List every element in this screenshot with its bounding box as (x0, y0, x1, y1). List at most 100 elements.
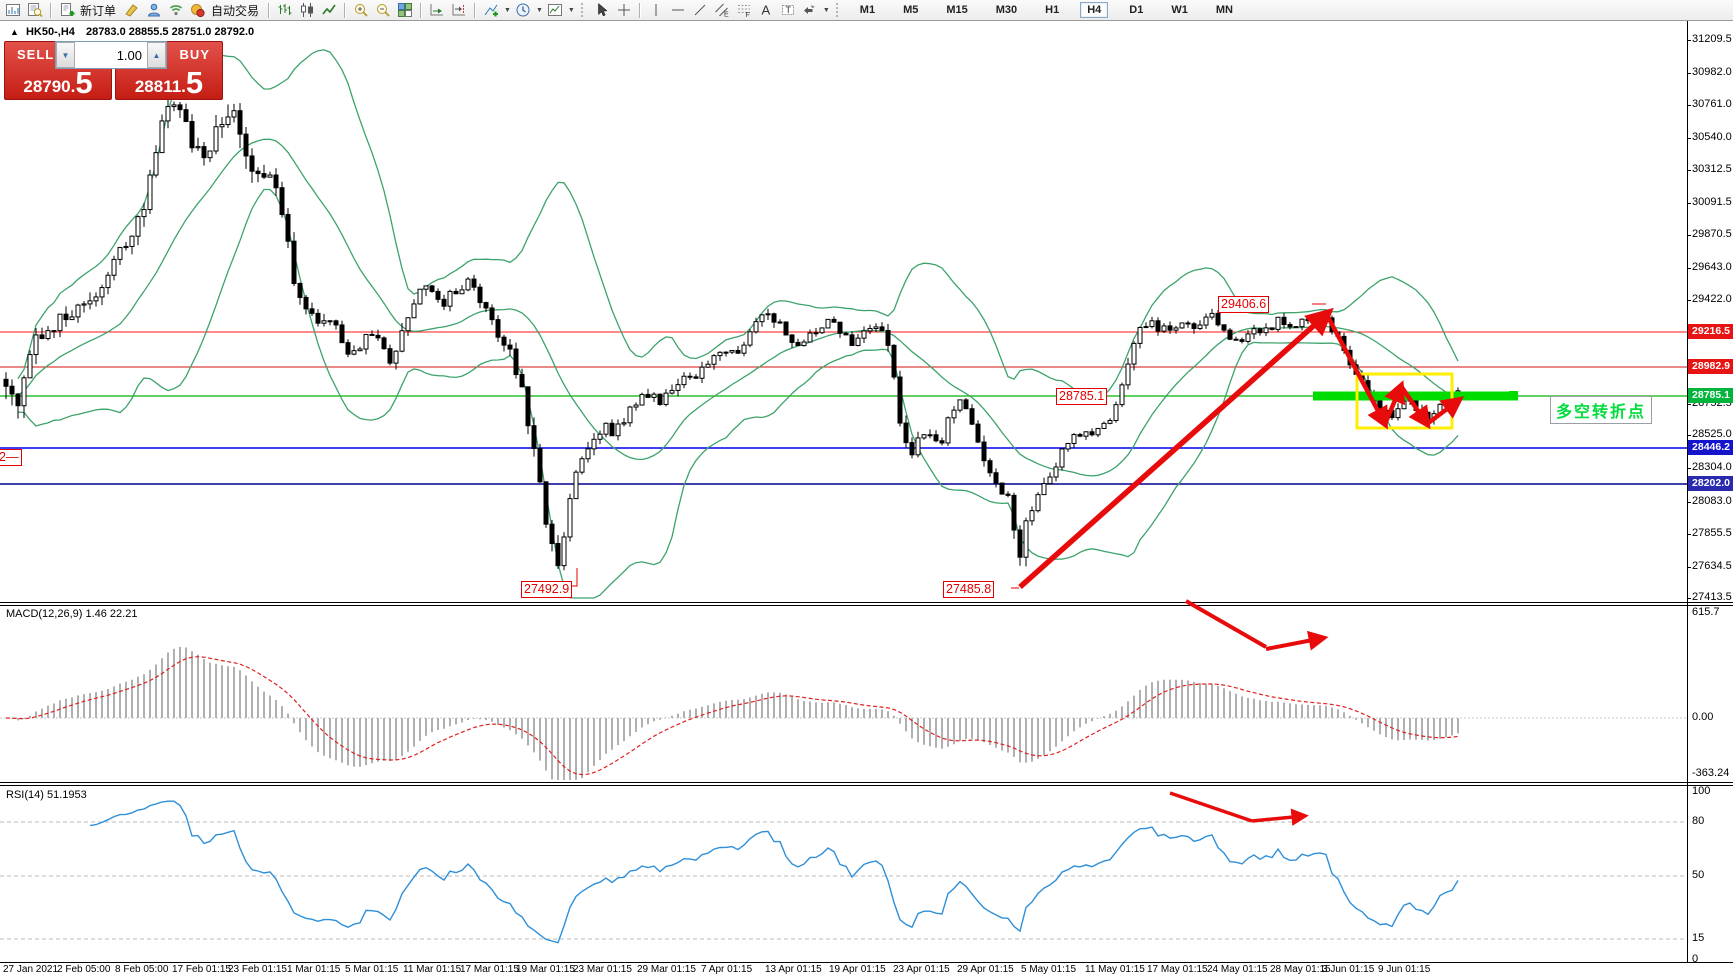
ohlc-values: 28783.0 28855.5 28751.0 28792.0 (85, 26, 255, 38)
time-axis-label: 1 Mar 01:15 (287, 964, 341, 975)
new-order-label[interactable]: 新订单 (80, 3, 117, 18)
rsi-separator-bottom[interactable] (0, 785, 1733, 786)
buy-label: BUY (179, 47, 210, 62)
axis-tick-mark (1687, 598, 1691, 599)
time-axis-label: 17 May 01:15 (1147, 964, 1208, 975)
price-annotation-label[interactable]: 28785.1 (1056, 388, 1108, 405)
axis-label: -363.24 (1692, 767, 1730, 779)
candlestick-icon (301, 3, 314, 17)
new-order-button[interactable] (57, 1, 77, 19)
toolbar-grip[interactable] (580, 3, 586, 17)
timeframe-m1-button[interactable]: M1 (859, 4, 876, 16)
styler-button[interactable] (122, 1, 142, 19)
axis-label: 30982.0 (1692, 66, 1732, 78)
fibonacci-button[interactable]: F (734, 1, 754, 19)
svg-text:T: T (785, 5, 791, 15)
trendline-icon (694, 4, 706, 16)
volume-decrease-button[interactable]: ▼ (56, 42, 75, 68)
bar-chart-icon (278, 4, 292, 15)
price-annotation-label[interactable]: 29406.6 (1218, 296, 1270, 313)
zoom-in-icon (355, 4, 368, 17)
candlestick-button[interactable] (297, 1, 317, 19)
volume-spinner: ▼ 1.00 ▲ (55, 41, 167, 69)
new-order-icon (61, 3, 75, 16)
timeframe-m15-button[interactable]: M15 (946, 4, 968, 16)
timeframe-mn-button[interactable]: MN (1215, 4, 1233, 16)
price-annotation-label[interactable]: 27485.8 (943, 581, 995, 598)
dropdown-caret-icon[interactable]: ▼ (822, 6, 830, 14)
zoom-in-button[interactable] (351, 1, 371, 19)
axis-tick-mark (1687, 435, 1691, 436)
crosshair-button[interactable] (614, 1, 634, 19)
text-label-button[interactable]: T (778, 1, 798, 19)
price-annotation-label[interactable]: 2— (0, 449, 22, 466)
macd-separator-top[interactable] (0, 602, 1733, 603)
axis-label: 28083.0 (1692, 495, 1732, 507)
chart-symbol-header[interactable]: ▲ HK50-,H4 28783.0 28855.5 28751.0 28792… (10, 26, 254, 38)
hline-button[interactable] (668, 1, 688, 19)
timeframe-h1-button[interactable]: H1 (1045, 4, 1060, 16)
dropdown-caret-icon[interactable]: ▼ (567, 6, 575, 14)
price-axis-line[interactable] (1687, 21, 1688, 962)
sell-price: 28790. 5 (23, 65, 93, 100)
timeframe-w1-button[interactable]: W1 (1171, 4, 1188, 16)
time-axis-label: 11 Mar 01:15 (403, 964, 462, 975)
price-level-badge: 28446.2 (1688, 440, 1733, 455)
zoom-out-button[interactable] (373, 1, 393, 19)
templates-button[interactable] (545, 1, 565, 19)
data-window-button[interactable] (25, 1, 45, 19)
periods-button[interactable] (513, 1, 533, 19)
macd-separator-bottom[interactable] (0, 605, 1733, 606)
dropdown-caret-icon[interactable]: ▼ (535, 6, 543, 14)
toolbar-grip[interactable] (835, 3, 841, 17)
cursor-icon (598, 2, 608, 17)
equidistant-channel-button[interactable]: E (712, 1, 732, 19)
vline-icon (655, 4, 657, 16)
cursor-button[interactable] (592, 1, 612, 19)
dropdown-caret-icon[interactable]: ▼ (504, 6, 511, 14)
tile-windows-icon (398, 3, 413, 17)
autotrading-label[interactable]: 自动交易 (211, 3, 260, 18)
turning-point-label[interactable]: 多空转折点 (1550, 396, 1653, 424)
indicators-button[interactable] (481, 1, 501, 19)
volume-increase-button[interactable]: ▲ (147, 42, 166, 68)
vline-button[interactable] (646, 1, 666, 19)
timeframe-d1-button[interactable]: D1 (1129, 4, 1144, 16)
axis-label: 30540.0 (1692, 131, 1732, 143)
signal-button[interactable] (166, 1, 186, 19)
market-watch-button[interactable] (3, 1, 23, 19)
text-button[interactable]: A (756, 1, 776, 19)
time-axis-label: 27 Jan 2021 (3, 964, 59, 975)
axis-tick-mark (1687, 40, 1691, 41)
autotrading-button[interactable] (188, 1, 208, 19)
timeline-separator (0, 962, 1733, 963)
tile-windows-button[interactable] (395, 1, 415, 19)
auto-scroll-icon (430, 4, 444, 16)
community-button[interactable] (144, 1, 164, 19)
price-annotation-label[interactable]: 27492.9 (521, 581, 573, 598)
timeframe-m30-button[interactable]: M30 (995, 4, 1018, 16)
rsi-separator-top[interactable] (0, 782, 1733, 783)
auto-scroll-button[interactable] (427, 1, 447, 19)
signal-icon (169, 5, 183, 16)
axis-label: 80 (1692, 815, 1705, 827)
timeframe-h4-button[interactable]: H4 (1080, 2, 1109, 18)
chart-shift-button[interactable] (449, 1, 469, 19)
styler-icon (125, 4, 138, 17)
volume-value[interactable]: 1.00 (116, 47, 142, 63)
time-axis-label: 28 May 01:15 (1270, 964, 1331, 975)
rsi-label: RSI(14) 51.1953 (6, 789, 87, 801)
bar-chart-button[interactable] (275, 1, 295, 19)
timeframe-m5-button[interactable]: M5 (903, 4, 919, 16)
arrows-button[interactable] (800, 1, 820, 19)
collapse-panel-icon[interactable]: ▲ (10, 27, 19, 37)
time-axis-label: 24 May 01:15 (1207, 964, 1268, 975)
time-axis-label: 23 Feb 01:15 (228, 964, 287, 975)
buy-price: 28811. 5 (134, 65, 204, 100)
trendline-button[interactable] (690, 1, 710, 19)
sell-label: SELL (17, 47, 55, 62)
axis-label: 29643.0 (1692, 261, 1732, 273)
line-chart-button[interactable] (319, 1, 339, 19)
